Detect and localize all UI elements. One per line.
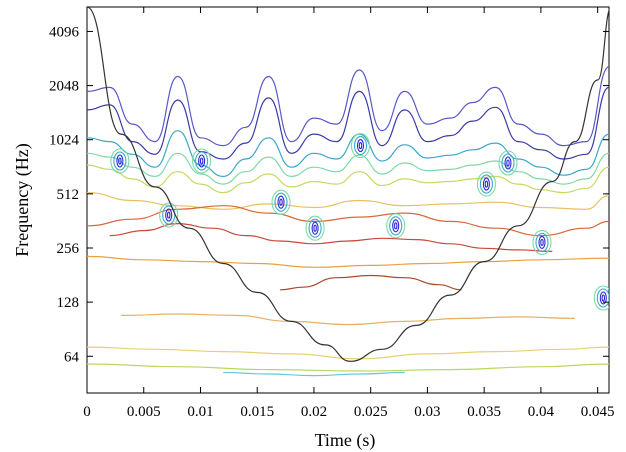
hotspot-6: [350, 133, 371, 159]
hotspot-11: [593, 285, 609, 311]
contour-line-8: [109, 222, 553, 252]
y-axis-label: Frequency (Hz): [12, 143, 33, 256]
hotspot-8: [476, 171, 496, 197]
x-tick-label: 0.03: [414, 404, 440, 420]
y-tick-label: 1024: [49, 133, 80, 149]
hotspot-5: [305, 215, 325, 241]
y-tick-label: 64: [64, 349, 80, 365]
hotspot-2: [159, 202, 179, 228]
contour-line-3: [87, 130, 609, 178]
x-tick-label: 0.045: [581, 404, 615, 420]
contour-line-14: [223, 371, 405, 377]
contour-hotspots: [110, 133, 609, 311]
x-tick-label: 0: [83, 404, 91, 420]
hotspot-7: [386, 213, 406, 239]
y-axis-ticks: 64 128 256 512 1024 2048 4096: [49, 24, 609, 365]
contour-line-9: [87, 255, 609, 268]
y-tick-label: 2048: [49, 79, 79, 95]
contour-line-10: [279, 274, 462, 291]
contour-line-5: [87, 164, 609, 194]
hotspot-1: [110, 148, 130, 174]
x-tick-label: 0.025: [354, 404, 388, 420]
y-tick-label: 512: [57, 187, 80, 203]
x-tick-label: 0.015: [240, 404, 274, 420]
hotspot-4: [271, 189, 291, 215]
y-tick-label: 4096: [49, 24, 80, 40]
y-tick-label: 128: [57, 295, 80, 311]
contour-line-7: [87, 205, 609, 237]
contour-line-13: [87, 363, 609, 372]
contour-line-11: [120, 313, 576, 326]
contour-line-1: [87, 66, 609, 147]
x-tick-label: 0.005: [127, 404, 161, 420]
x-axis-ticks: 0 0.005 0.01 0.015 0.02 0.025 0.03 0.035 0.04 0.0…: [83, 7, 615, 420]
x-tick-label: 0.035: [467, 404, 501, 420]
contour-lines: [87, 66, 609, 377]
x-tick-label: 0.04: [528, 404, 555, 420]
x-tick-label: 0.01: [187, 404, 213, 420]
cone-of-influence-line: [87, 7, 609, 362]
contour-line-12: [87, 346, 609, 360]
hotspot-10: [532, 229, 552, 255]
x-axis-label: Time (s): [315, 430, 376, 451]
x-tick-label: 0.02: [301, 404, 327, 420]
contour-line-4: [87, 152, 609, 185]
contour-line-6: [87, 192, 609, 210]
plot-area: [86, 6, 610, 394]
contour-line-2: [87, 86, 609, 160]
hotspot-9: [498, 150, 518, 176]
hotspot-3: [192, 148, 212, 174]
y-tick-label: 256: [57, 241, 80, 257]
